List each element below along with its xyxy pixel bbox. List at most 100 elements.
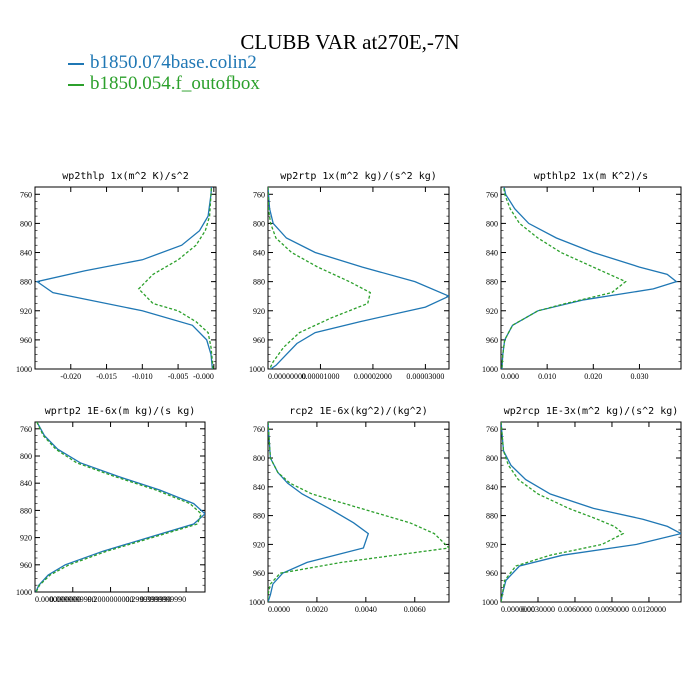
subplot-title: wpthlp2 1x(m K^2)/s: [534, 171, 648, 182]
y-tick-label: 960: [20, 561, 32, 570]
y-tick-label: 1000: [16, 365, 32, 374]
subplot-6: wp2rcp 1E-3x(m^2 kg)/(s^2 kg) 760 800 840 88…: [482, 406, 682, 614]
y-tick-label: 840: [253, 249, 265, 258]
plot-frame: [500, 186, 682, 370]
x-tick-label: -0.015: [96, 372, 117, 381]
y-tick-label: 880: [486, 512, 498, 521]
series-line-outofbox: [268, 422, 449, 602]
subplot-title: wp2rtp 1x(m^2 kg)/(s^2 kg): [280, 171, 437, 182]
series-line-base: [35, 187, 214, 369]
series-line-outofbox: [137, 187, 214, 369]
x-tick-label: 0.0030000: [521, 605, 555, 614]
x-tick-label: 0.0060000: [558, 605, 592, 614]
series-line-outofbox: [35, 422, 202, 592]
y-tick-label: 1000: [249, 365, 265, 374]
legend-line-swatch: [68, 83, 84, 86]
y-tick-label: 880: [20, 506, 32, 515]
figure-title: CLUBB VAR at270E,-7N: [240, 30, 460, 54]
y-tick-label: 760: [20, 190, 32, 199]
series-line-base: [35, 422, 205, 592]
x-tick-label: 0.0120000: [632, 605, 666, 614]
x-tick-label: 0.00003000: [406, 372, 444, 381]
legend-label: b1850.054.f_outofbox: [90, 73, 260, 94]
x-tick-label: 0.2999999990: [125, 595, 171, 604]
x-tick-label: 0.00000000: [268, 372, 306, 381]
x-tick-label: 0.00001000: [301, 372, 339, 381]
subplot-3: wpthlp2 1x(m K^2)/s 760 800 840 880 920 960 100…: [482, 171, 682, 381]
subplot-5: rcp2 1E-6x(kg^2)/(kg^2) 760 800 840 880 920 96…: [249, 406, 450, 614]
x-tick-label: 0.0999999990: [50, 595, 96, 604]
series-line-outofbox: [501, 422, 625, 602]
y-tick-label: 920: [486, 307, 498, 316]
y-tick-label: 800: [20, 452, 32, 461]
x-tick-label: 0.000: [501, 372, 519, 381]
y-tick-label: 960: [253, 569, 265, 578]
subplot-4: wprtp2 1E-6x(m kg)/(s kg) 760 800 840 880 920…: [16, 406, 206, 604]
plot-frame: [500, 421, 682, 603]
plot-frame: [34, 421, 206, 593]
series-line-base: [268, 422, 370, 602]
y-tick-label: 1000: [482, 598, 498, 607]
y-tick-label: 760: [486, 425, 498, 434]
y-tick-label: 800: [253, 454, 265, 463]
x-tick-label: 0.010: [538, 372, 556, 381]
x-tick-label: 0.0000000000: [35, 595, 81, 604]
y-tick-label: 960: [253, 336, 265, 345]
x-tick-label: -0.020: [60, 372, 81, 381]
x-tick-label: 0.0000: [268, 605, 290, 614]
x-tick-label: 0.0020: [306, 605, 328, 614]
y-tick-label: 1000: [482, 365, 498, 374]
y-tick-label: 920: [486, 540, 498, 549]
x-tick-label: 0.00002000: [354, 372, 392, 381]
legend-entry-outofbox: b1850.054.f_outofbox: [68, 73, 260, 95]
x-tick-label: 0.0000000: [501, 605, 535, 614]
y-tick-label: 920: [253, 307, 265, 316]
x-tick-label: 0.0090000: [595, 605, 629, 614]
y-tick-label: 920: [253, 540, 265, 549]
series-line-base: [268, 187, 449, 369]
series-line-base: [501, 187, 678, 369]
subplot-title: rcp2 1E-6x(kg^2)/(kg^2): [289, 406, 427, 417]
y-tick-label: 920: [20, 307, 32, 316]
legend-line-swatch: [68, 62, 84, 65]
y-tick-label: 840: [253, 483, 265, 492]
x-tick-label: 0.020: [584, 372, 602, 381]
y-tick-label: 760: [253, 190, 265, 199]
subplot-title: wp2rcp 1E-3x(m^2 kg)/(s^2 kg): [504, 406, 679, 417]
y-tick-label: 800: [20, 219, 32, 228]
subplot-title: wprtp2 1E-6x(m kg)/(s kg): [45, 406, 196, 417]
y-tick-label: 960: [486, 569, 498, 578]
x-tick-label: 0.0060: [404, 605, 426, 614]
subplot-title: wp2thlp 1x(m^2 K)/s^2: [62, 171, 188, 182]
x-tick-label: 0.3999999990: [140, 595, 186, 604]
y-tick-label: 1000: [16, 588, 32, 597]
plot-frame: [267, 421, 450, 603]
plot-frame: [267, 186, 450, 370]
y-tick-label: 760: [486, 190, 498, 199]
y-tick-label: 800: [253, 219, 265, 228]
series-line-outofbox: [501, 187, 627, 369]
y-tick-label: 880: [20, 278, 32, 287]
y-tick-label: 880: [486, 278, 498, 287]
y-tick-label: 840: [486, 483, 498, 492]
subplot-2: wp2rtp 1x(m^2 kg)/(s^2 kg) 760 800 840 880 92…: [249, 171, 450, 381]
legend-label: b1850.074base.colin2: [90, 52, 257, 73]
y-tick-label: 1000: [249, 598, 265, 607]
y-tick-label: 960: [20, 336, 32, 345]
y-tick-label: 760: [253, 425, 265, 434]
y-tick-label: 840: [20, 479, 32, 488]
y-tick-label: 800: [486, 219, 498, 228]
x-tick-label: -0.010: [132, 372, 153, 381]
x-tick-label: 0.2000000000: [88, 595, 134, 604]
x-tick-label: 0.0040: [355, 605, 377, 614]
y-tick-label: 880: [253, 512, 265, 521]
x-tick-label: 0.030: [630, 372, 648, 381]
y-tick-label: 840: [20, 249, 32, 258]
plot-frame: [34, 186, 217, 370]
y-tick-label: 880: [253, 278, 265, 287]
series-line-base: [501, 422, 681, 602]
x-tick-label: -0.005: [168, 372, 189, 381]
legend-entry-base: b1850.074base.colin2: [68, 52, 257, 74]
y-tick-label: 840: [486, 249, 498, 258]
y-tick-label: 960: [486, 336, 498, 345]
